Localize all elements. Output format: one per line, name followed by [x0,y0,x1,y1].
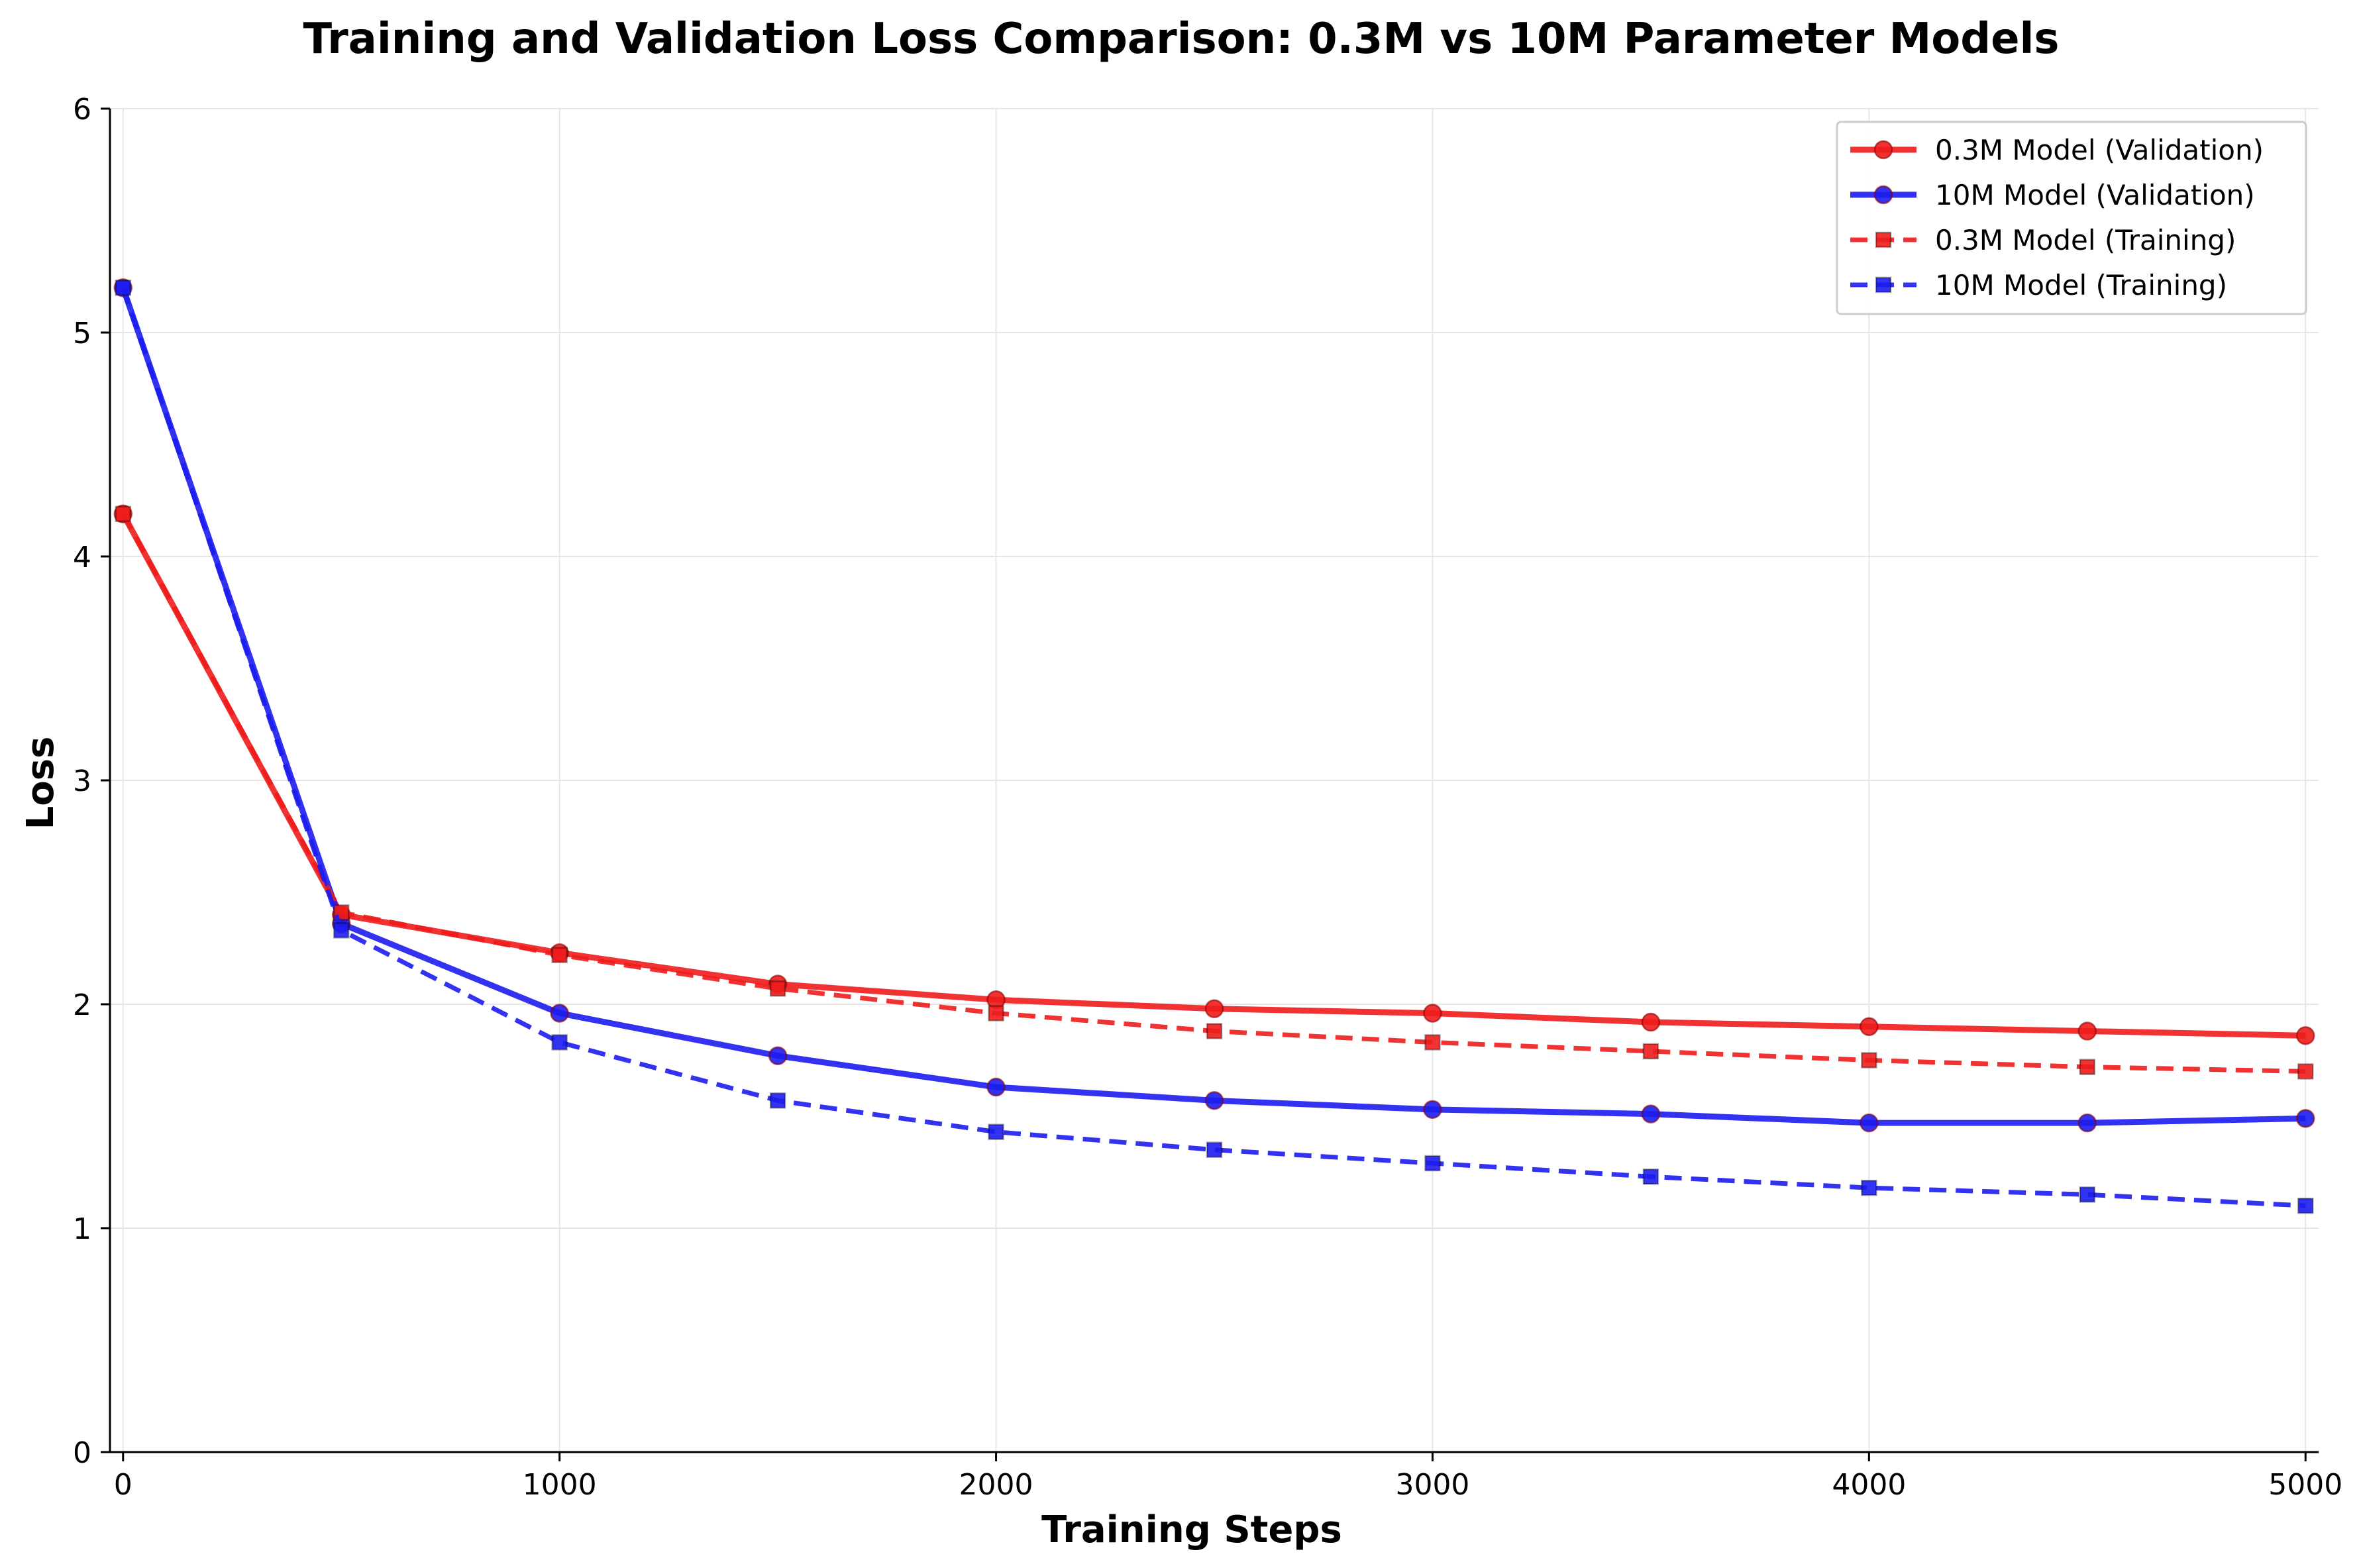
legend: 0.3M Model (Validation) 10M Model (Valida… [1836,121,2307,315]
data-point [1861,1179,1877,1196]
legend-entry: 0.3M Model (Training) [1850,224,2236,256]
x-tick-label: 0 [114,1468,132,1502]
x-tick-label: 3000 [1395,1468,1469,1502]
legend-entry: 10M Model (Training) [1850,269,2227,301]
data-point [1642,1043,1659,1060]
data-point [1424,1034,1441,1051]
legend-marker [1873,185,1893,205]
data-point [2079,1186,2096,1203]
series-10m-model-training [115,280,2314,1214]
data-point [1206,1141,1223,1158]
y-tick-label: 2 [73,988,91,1022]
legend-label: 0.3M Model (Training) [1935,224,2236,256]
data-point [2295,1109,2315,1128]
data-point [551,947,568,963]
series-lines [113,278,2315,1214]
legend-label: 10M Model (Validation) [1935,179,2255,211]
legend-entry: 10M Model (Validation) [1850,179,2255,211]
legend-marker [1873,140,1893,160]
y-tick-label: 0 [73,1436,91,1470]
tick-labels: 0 1000 2000 3000 4000 5000 0 1 2 3 4 5 6 [73,93,2342,1502]
legend-marker [1875,276,1892,293]
y-tick-label: 4 [73,541,91,574]
data-point [1861,1052,1877,1069]
legend-label: 10M Model (Training) [1935,269,2227,301]
data-point [115,505,132,523]
data-point [1204,999,1224,1019]
data-point [1641,1104,1661,1124]
data-point [769,1092,786,1109]
x-tick-label: 2000 [959,1468,1033,1502]
data-point [1206,1023,1223,1039]
data-point [1641,1012,1661,1032]
data-point [1423,1100,1442,1120]
x-axis-label: Training Steps [1041,1508,1342,1551]
legend-label: 0.3M Model (Validation) [1935,134,2264,166]
data-point [551,1034,568,1051]
data-point [550,1004,569,1023]
data-point [769,980,786,997]
x-tick-label: 4000 [1832,1468,1906,1502]
series-line [121,287,2306,1208]
data-point [1204,1091,1224,1110]
legend-entry: 0.3M Model (Validation) [1850,134,2264,166]
data-point [1860,1113,1879,1133]
x-tick-label: 1000 [523,1468,597,1502]
data-point [115,280,132,296]
series-0-3m-model-training [115,505,2314,1080]
series-line [120,512,2306,1039]
data-point [1424,1155,1441,1172]
legend-box [1836,121,2307,315]
data-point [1423,1004,1442,1023]
data-point [2077,1021,2097,1041]
data-point [986,1077,1006,1097]
y-tick-label: 3 [73,764,91,798]
data-point [2297,1063,2314,1080]
y-tick-label: 5 [73,317,91,350]
x-tick-label: 5000 [2268,1468,2342,1502]
legend-marker [1875,231,1892,248]
data-point [988,1005,1004,1021]
y-tick-label: 6 [73,93,91,127]
data-point [2077,1113,2097,1133]
data-point [768,1046,788,1065]
data-point [1860,1017,1879,1037]
data-point [2079,1059,2096,1075]
series-line [120,286,2306,1126]
y-axis-label: Loss [19,737,62,830]
data-point [2295,1026,2315,1045]
data-point [2297,1197,2314,1214]
data-point [333,922,350,939]
y-tick-label: 1 [73,1212,91,1246]
chart-title: Training and Validation Loss Comparison:… [303,15,2059,64]
data-point [1642,1169,1659,1185]
data-point [988,1124,1004,1140]
